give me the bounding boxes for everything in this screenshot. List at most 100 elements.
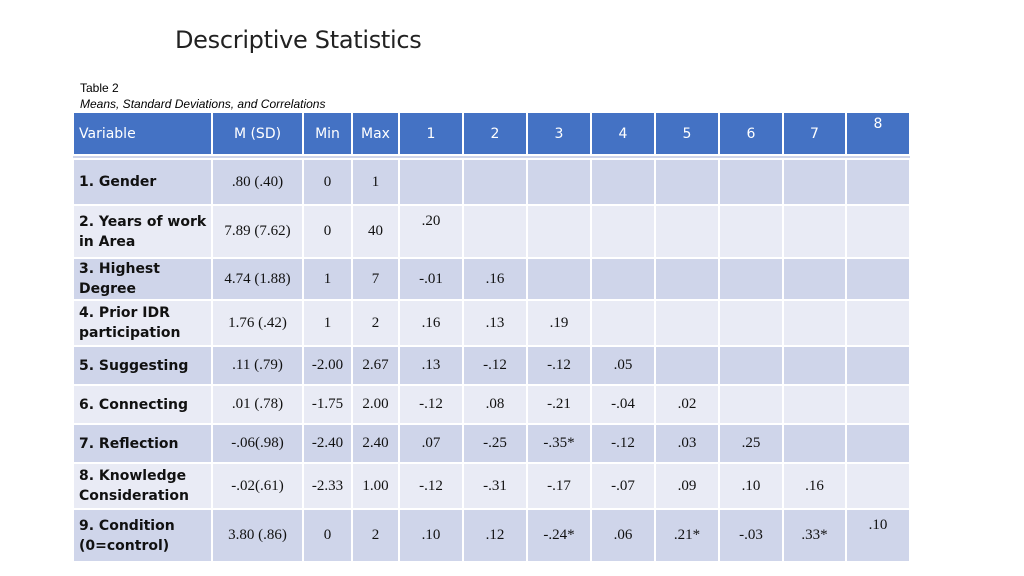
header-col-1: 1 bbox=[398, 111, 464, 156]
variable-cell: 2. Years of work in Area bbox=[72, 204, 213, 259]
correlation-cell bbox=[654, 204, 720, 259]
correlation-cell bbox=[718, 384, 784, 425]
min-cell: 0 bbox=[302, 204, 353, 259]
table-row: 4. Prior IDR participation 1.76 (.42) 1 2.1… bbox=[72, 299, 911, 347]
min-cell: 1 bbox=[302, 299, 353, 347]
table-row: 9. Condition (0=control) 3.80 (.86) 0 2.10.… bbox=[72, 508, 911, 563]
correlation-cell bbox=[718, 158, 784, 206]
correlation-cell: .13 bbox=[462, 299, 528, 347]
table-row: 8. Knowledge Consideration -.02(.61) -2.33… bbox=[72, 462, 911, 510]
max-cell: 2.00 bbox=[351, 384, 400, 425]
correlation-cell: .16 bbox=[462, 257, 528, 301]
correlation-cell: -.35* bbox=[526, 423, 592, 464]
mean-sd-cell: 3.80 (.86) bbox=[211, 508, 304, 563]
correlation-cell: .21* bbox=[654, 508, 720, 563]
table-row: 5. Suggesting .11 (.79) -2.00 2.67.13 -.12 -.… bbox=[72, 345, 911, 386]
max-cell: 1.00 bbox=[351, 462, 400, 510]
max-cell: 7 bbox=[351, 257, 400, 301]
max-cell: 2 bbox=[351, 299, 400, 347]
correlation-cell: .08 bbox=[462, 384, 528, 425]
correlation-cell bbox=[654, 299, 720, 347]
correlation-cell bbox=[718, 299, 784, 347]
correlation-cell bbox=[845, 384, 911, 425]
correlation-cell bbox=[398, 158, 464, 206]
mean-sd-cell: .01 (.78) bbox=[211, 384, 304, 425]
variable-cell: 8. Knowledge Consideration bbox=[72, 462, 213, 510]
correlation-cell bbox=[654, 257, 720, 301]
correlation-cell: -.07 bbox=[590, 462, 656, 510]
header-col-3: 3 bbox=[526, 111, 592, 156]
mean-sd-cell: -.06(.98) bbox=[211, 423, 304, 464]
correlation-cell: -.24* bbox=[526, 508, 592, 563]
header-row: Variable M (SD) Min Max 1 2 3 4 5 6 7 8 bbox=[72, 111, 911, 156]
correlation-cell bbox=[718, 257, 784, 301]
correlation-cell bbox=[590, 204, 656, 259]
variable-cell: 6. Connecting bbox=[72, 384, 213, 425]
variable-cell: 3. Highest Degree bbox=[72, 257, 213, 301]
variable-cell: 4. Prior IDR participation bbox=[72, 299, 213, 347]
correlation-cell: -.01 bbox=[398, 257, 464, 301]
correlation-cell bbox=[845, 299, 911, 347]
slide-title: Descriptive Statistics bbox=[175, 26, 422, 54]
correlation-cell bbox=[845, 423, 911, 464]
correlation-cell bbox=[782, 158, 847, 206]
max-cell: 2 bbox=[351, 508, 400, 563]
correlation-cell: -.04 bbox=[590, 384, 656, 425]
min-cell: -2.00 bbox=[302, 345, 353, 386]
header-gap bbox=[73, 155, 910, 159]
mean-sd-cell: 7.89 (7.62) bbox=[211, 204, 304, 259]
table-row: 6. Connecting .01 (.78) -1.75 2.00 -.12.08 -.… bbox=[72, 384, 911, 425]
correlation-cell: -.12 bbox=[462, 345, 528, 386]
correlation-cell: .20 bbox=[398, 204, 464, 259]
min-cell: 0 bbox=[302, 508, 353, 563]
header-gap-cell bbox=[73, 155, 910, 159]
correlation-cell bbox=[782, 299, 847, 347]
statistics-table: Variable M (SD) Min Max 1 2 3 4 5 6 7 8 … bbox=[72, 111, 911, 563]
correlation-cell bbox=[845, 158, 911, 206]
correlation-cell: -.31 bbox=[462, 462, 528, 510]
variable-cell: 1. Gender bbox=[72, 158, 213, 206]
table-row: 1. Gender .80 (.40) 0 1 bbox=[72, 158, 911, 206]
correlation-cell bbox=[590, 299, 656, 347]
min-cell: 0 bbox=[302, 158, 353, 206]
correlation-cell bbox=[845, 204, 911, 259]
correlation-cell bbox=[782, 345, 847, 386]
correlation-cell: .16 bbox=[398, 299, 464, 347]
header-col-2: 2 bbox=[462, 111, 528, 156]
table-row: 2. Years of work in Area 7.89 (7.62) 0 40.2… bbox=[72, 204, 911, 259]
min-cell: -2.33 bbox=[302, 462, 353, 510]
max-cell: 2.67 bbox=[351, 345, 400, 386]
header-variable: Variable bbox=[72, 111, 213, 156]
header-min: Min bbox=[302, 111, 353, 156]
min-cell: -1.75 bbox=[302, 384, 353, 425]
correlation-cell: .10 bbox=[718, 462, 784, 510]
correlation-cell: .06 bbox=[590, 508, 656, 563]
mean-sd-cell: .11 (.79) bbox=[211, 345, 304, 386]
correlation-cell: .03 bbox=[654, 423, 720, 464]
correlation-cell: -.12 bbox=[398, 384, 464, 425]
table-row: 7. Reflection -.06(.98) -2.40 2.40.07 -.25 -.… bbox=[72, 423, 911, 464]
correlation-cell bbox=[718, 345, 784, 386]
correlation-cell bbox=[782, 257, 847, 301]
correlation-cell bbox=[782, 204, 847, 259]
correlation-cell: .13 bbox=[398, 345, 464, 386]
header-max: Max bbox=[351, 111, 400, 156]
correlation-cell: -.03 bbox=[718, 508, 784, 563]
header-msd: M (SD) bbox=[211, 111, 304, 156]
correlation-cell: -.12 bbox=[398, 462, 464, 510]
table-row: 3. Highest Degree 4.74 (1.88) 1 7 -.01.16 bbox=[72, 257, 911, 301]
mean-sd-cell: .80 (.40) bbox=[211, 158, 304, 206]
correlation-cell: -.17 bbox=[526, 462, 592, 510]
max-cell: 2.40 bbox=[351, 423, 400, 464]
correlation-cell bbox=[462, 158, 528, 206]
correlation-cell: .16 bbox=[782, 462, 847, 510]
variable-cell: 9. Condition (0=control) bbox=[72, 508, 213, 563]
correlation-cell bbox=[526, 204, 592, 259]
correlation-cell: .25 bbox=[718, 423, 784, 464]
header-col-7: 7 bbox=[782, 111, 847, 156]
min-cell: -2.40 bbox=[302, 423, 353, 464]
correlation-cell bbox=[845, 345, 911, 386]
correlation-cell bbox=[462, 204, 528, 259]
correlation-cell: .05 bbox=[590, 345, 656, 386]
min-cell: 1 bbox=[302, 257, 353, 301]
